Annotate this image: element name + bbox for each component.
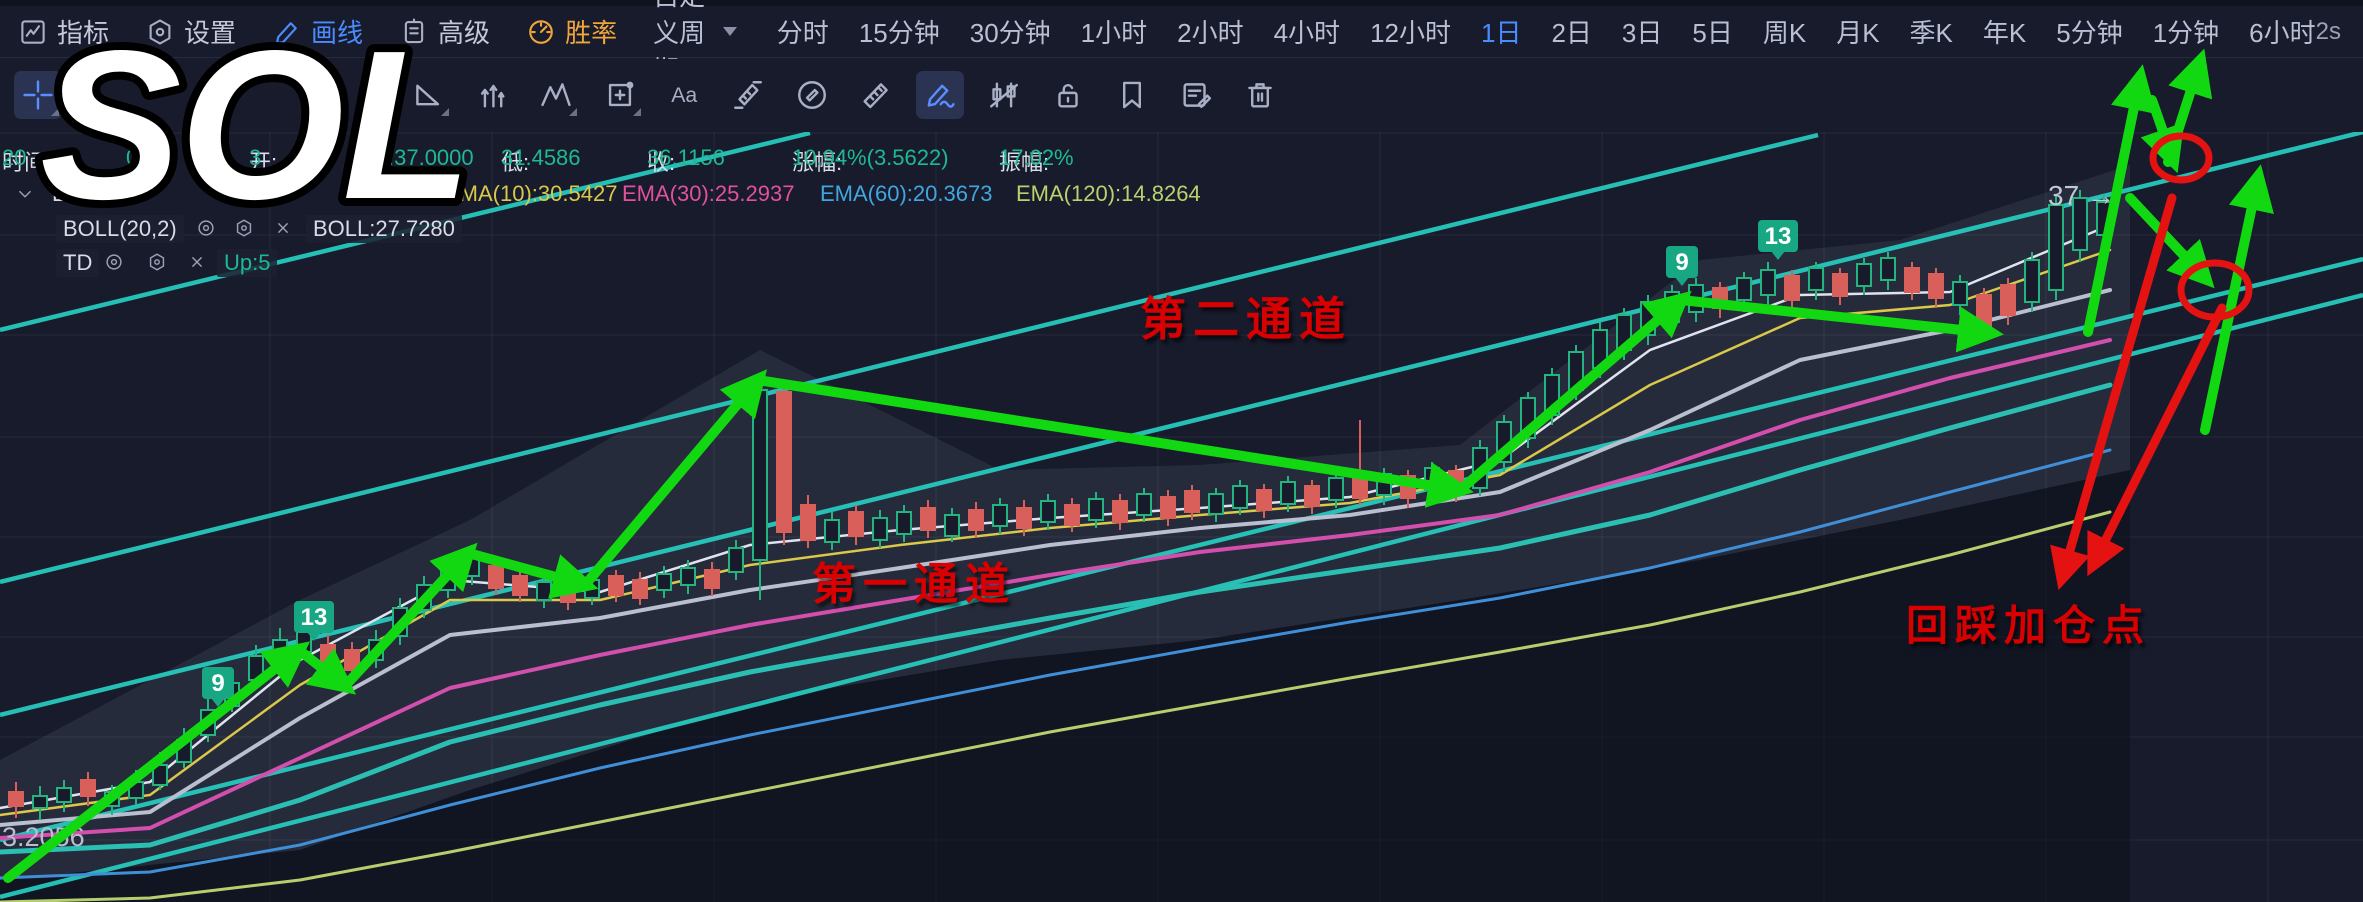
menu-winrate-label: 胜率 xyxy=(565,18,618,48)
text-aa-icon: Aa xyxy=(671,83,697,107)
timeframe-5分钟[interactable]: 5分钟 xyxy=(2056,18,2123,48)
tool-bookmark-button[interactable] xyxy=(1108,71,1156,119)
advanced-icon xyxy=(404,17,424,43)
last-price-tag: 37 → xyxy=(2048,180,2115,211)
tool-ruler-circle-button[interactable] xyxy=(788,71,836,119)
timeframe-季K[interactable]: 季K xyxy=(1909,18,1953,48)
tool-text-aa-button[interactable]: Aa xyxy=(660,71,708,119)
winrate-icon xyxy=(529,19,553,44)
timeframe-周K[interactable]: 周K xyxy=(1762,18,1807,48)
draw-icon xyxy=(275,21,297,44)
t-arrows-icon xyxy=(480,84,505,108)
frame-plus-icon xyxy=(608,81,634,107)
chevron-down-icon xyxy=(722,27,737,36)
latency-indicator: 2s xyxy=(2315,17,2341,45)
tool-frame-plus-button[interactable] xyxy=(596,71,644,119)
timeframe-4小时[interactable]: 4小时 xyxy=(1273,18,1341,48)
pencil-wave-icon xyxy=(927,84,955,108)
timeframe-年K[interactable]: 年K xyxy=(1982,18,2027,48)
tool-ruler-diag-button[interactable] xyxy=(852,71,900,119)
menu-settings-label: 设置 xyxy=(184,18,237,48)
menu-indicator[interactable]: 指标 xyxy=(18,13,109,50)
svg-text:9: 9 xyxy=(1675,249,1688,276)
timeframe-1小时[interactable]: 1小时 xyxy=(1080,18,1148,48)
timeframe-3日[interactable]: 3日 xyxy=(1621,18,1663,48)
waves-icon xyxy=(541,83,571,107)
bookmark-icon xyxy=(1123,81,1141,109)
tool-lock-button[interactable] xyxy=(1044,71,1092,119)
timeframe-1日[interactable]: 1日 xyxy=(1480,18,1522,48)
timeframe-group: 分时 15分钟 30分钟 1小时 2小时 4小时 12小时 1日 2日 3日 5日 周K 月K 季K 年K 5… xyxy=(777,13,2316,50)
tool-candle-lines-button[interactable] xyxy=(980,71,1028,119)
indicator-icon xyxy=(21,19,45,44)
menu-draw[interactable]: 画线 xyxy=(272,13,363,50)
ruler-circle-icon xyxy=(798,81,826,109)
menu-indicator-label: 指标 xyxy=(57,18,110,48)
tool-waves-button[interactable] xyxy=(532,71,580,119)
tool-note-edit-button[interactable] xyxy=(1172,71,1220,119)
menu-settings[interactable]: 设置 xyxy=(145,13,236,50)
timeframe-30分钟[interactable]: 30分钟 xyxy=(969,18,1051,48)
timeframe-15分钟[interactable]: 15分钟 xyxy=(858,18,940,48)
left-price-tag: 3.2056 xyxy=(2,822,85,852)
timeframe-分时[interactable]: 分时 xyxy=(776,18,829,48)
svg-text:13: 13 xyxy=(301,604,328,631)
tool-trash-button[interactable] xyxy=(1236,71,1284,119)
ruler-pencil-icon xyxy=(734,81,762,109)
tool-pencil-wave-button[interactable] xyxy=(916,71,964,119)
svg-text:Aa: Aa xyxy=(671,83,697,107)
timeframe-1分钟[interactable]: 1分钟 xyxy=(2152,18,2220,48)
menu-group: 指标 设置 画线 高级 胜率 xyxy=(18,13,653,50)
svg-text:9: 9 xyxy=(211,670,224,697)
timeframe-月K[interactable]: 月K xyxy=(1836,18,1880,48)
tool-ruler-pencil-button[interactable] xyxy=(724,71,772,119)
timeframe-6小时[interactable]: 6小时 xyxy=(2249,18,2316,48)
tool-t-arrows-button[interactable] xyxy=(468,71,516,119)
note-edit-icon xyxy=(1183,83,1212,108)
menu-advanced-label: 高级 xyxy=(438,18,491,48)
menu-advanced[interactable]: 高级 xyxy=(399,13,490,50)
timeframe-12小时[interactable]: 12小时 xyxy=(1370,18,1451,48)
tool-caret-icon xyxy=(51,108,59,116)
triangle-icon xyxy=(416,84,440,106)
tool-caret-icon xyxy=(441,108,449,116)
timeframe-2日[interactable]: 2日 xyxy=(1551,18,1592,48)
tool-crosshair-button[interactable] xyxy=(14,71,62,119)
tool-triangle-button[interactable] xyxy=(404,71,452,119)
tool-caret-icon xyxy=(569,108,577,116)
svg-text:13: 13 xyxy=(1765,223,1792,250)
menu-winrate[interactable]: 胜率 xyxy=(526,13,617,50)
menu-draw-label: 画线 xyxy=(311,18,364,48)
timeframe-5日[interactable]: 5日 xyxy=(1692,18,1733,48)
td-badges: 9 13 9 13 xyxy=(202,220,1798,707)
ruler-diag-icon xyxy=(863,83,888,109)
lock-icon xyxy=(1058,84,1078,108)
trash-icon xyxy=(1248,83,1272,108)
drawing-toolbar: Aa xyxy=(0,59,2363,132)
settings-icon xyxy=(149,18,171,45)
timeframe-2小时[interactable]: 2小时 xyxy=(1177,18,1244,48)
tool-caret-icon xyxy=(633,108,641,116)
candle-lines-icon xyxy=(990,82,1018,108)
crosshair-icon xyxy=(23,80,53,110)
